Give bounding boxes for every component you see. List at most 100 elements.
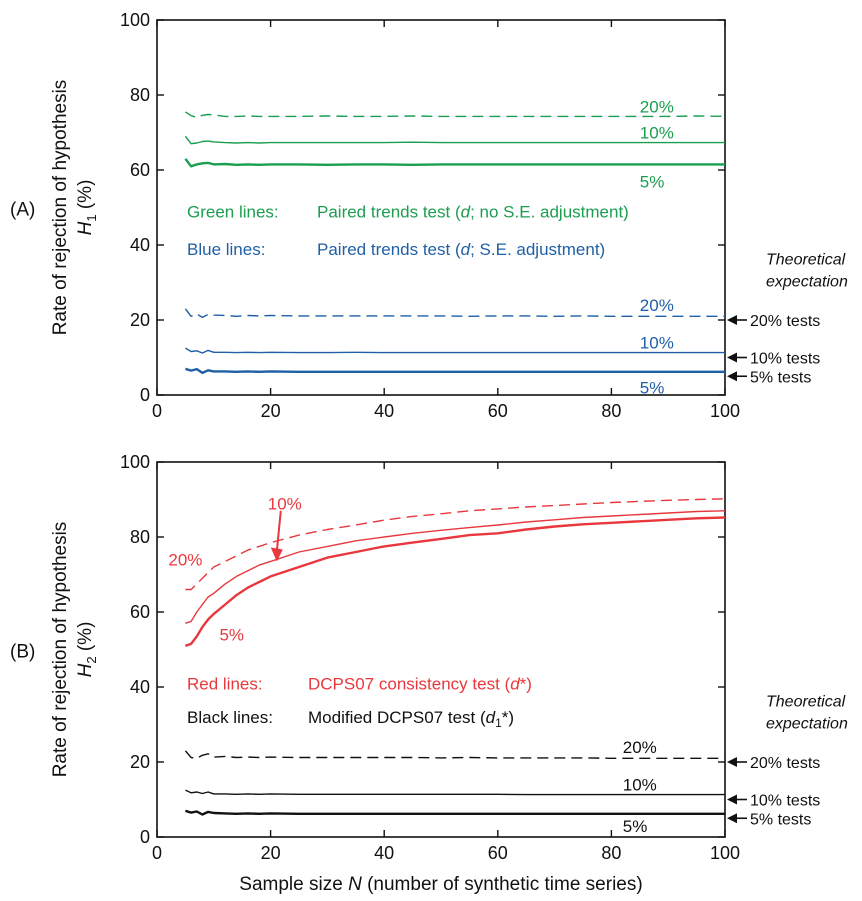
- y-tick-label: 40: [130, 677, 150, 697]
- x-tick-label: 80: [601, 401, 621, 421]
- x-tick-label: 60: [488, 843, 508, 863]
- y-axis-label-symbol: H1 (%): [75, 180, 99, 236]
- theory-label: 10% tests: [750, 351, 820, 368]
- series-line-3: [185, 516, 726, 647]
- x-axis-label-tail: (number of synthetic time series): [362, 874, 643, 895]
- x-axis-label-text: Sample size: [239, 874, 348, 895]
- y-tick-label: 0: [140, 385, 150, 405]
- x-tick-label: 40: [374, 401, 394, 421]
- y-tick-label: 100: [120, 452, 150, 472]
- series-line-3: [184, 158, 725, 168]
- annotation-arrow-shaft: [275, 510, 282, 552]
- x-tick-label: 20: [261, 843, 281, 863]
- theory-arrow-head: [727, 794, 737, 805]
- legend-desc-tail: *): [520, 674, 532, 693]
- x-tick-label: 100: [710, 843, 740, 863]
- y-axis-label-unit: (%): [75, 622, 96, 657]
- y-tick-label: 100: [120, 10, 150, 30]
- panel-label: (A): [10, 200, 35, 221]
- line-label: 10%: [268, 494, 302, 513]
- series-line-6: [185, 367, 725, 375]
- theory-arrow-head: [727, 757, 737, 767]
- y-tick-label: 0: [140, 827, 150, 847]
- annotation-arrow-head: [270, 547, 283, 562]
- series-line-1: [185, 111, 726, 119]
- y-tick-label: 60: [130, 160, 150, 180]
- line-label: 10%: [640, 124, 674, 143]
- y-axis-label: Rate of rejection of hypothesis: [50, 80, 71, 336]
- legend-desc-var: d: [461, 202, 471, 221]
- plot-frame: [156, 19, 726, 396]
- y-tick-label: 80: [130, 527, 150, 547]
- line-label: 20%: [623, 738, 657, 757]
- theory-label: 20% tests: [750, 755, 820, 772]
- y-tick-label: 40: [130, 235, 150, 255]
- series-line-5: [185, 789, 725, 796]
- line-label: 20%: [168, 551, 202, 570]
- legend-desc-text: Paired trends test (: [317, 202, 461, 221]
- series-line-4: [184, 750, 725, 759]
- legend-description: DCPS07 consistency test (d*): [308, 674, 532, 693]
- legend-name: Blue lines:: [187, 240, 265, 259]
- theory-label: 10% tests: [750, 793, 820, 810]
- chart-panel-b: 0 20 40 60 80 100 0 20 40 60 80 100 Rate of rejectio…: [10, 452, 848, 895]
- x-tick-label: 100: [710, 401, 740, 421]
- legend-description: Paired trends test (d; S.E. adjustment): [317, 240, 605, 259]
- line-label: 5%: [640, 379, 665, 398]
- y-axis-label-var: H: [75, 221, 96, 235]
- line-label: 20%: [640, 97, 674, 116]
- x-tick-label: 0: [152, 843, 162, 863]
- x-axis-label-var: N: [348, 874, 362, 895]
- series-line-1: [185, 498, 726, 591]
- x-tick-label: 40: [374, 843, 394, 863]
- plot-frame: [156, 461, 726, 838]
- y-axis-label-symbol: H2 (%): [75, 622, 99, 678]
- y-axis-label-sub: 2: [84, 656, 99, 663]
- theory-title-1: Theoretical: [766, 694, 846, 711]
- legend-name: Black lines:: [187, 708, 273, 727]
- theory-title-2: expectation: [766, 716, 848, 733]
- legend-desc-tail: ; no S.E. adjustment): [470, 202, 629, 221]
- line-label: 5%: [640, 172, 665, 191]
- line-label: 10%: [640, 334, 674, 353]
- y-axis-label-sub: 1: [84, 214, 99, 221]
- line-label: 10%: [623, 776, 657, 795]
- series-line-6: [185, 809, 725, 816]
- legend-description: Modified DCPS07 test (d1*): [308, 708, 514, 730]
- y-tick-label: 20: [130, 310, 150, 330]
- series-line-2: [185, 510, 726, 624]
- theory-title-1: Theoretical: [766, 252, 846, 269]
- chart-panel-a: 0 20 40 60 80 100 0 20 40 60 80 100 Rate of rejectio…: [10, 10, 848, 421]
- legend-desc-tail: *): [502, 708, 514, 727]
- legend-desc-text: Modified DCPS07 test (: [308, 708, 486, 727]
- theory-label: 5% tests: [750, 811, 811, 828]
- y-axis-label-var: H: [75, 663, 96, 677]
- legend-name: Green lines:: [187, 202, 279, 221]
- legend-desc-tail: ; S.E. adjustment): [470, 240, 605, 259]
- line-label: 5%: [623, 817, 648, 836]
- legend-description: Paired trends test (d; no S.E. adjustmen…: [317, 202, 629, 221]
- y-tick-label: 80: [130, 85, 150, 105]
- x-tick-label: 0: [152, 401, 162, 421]
- legend-desc-var: d: [461, 240, 471, 259]
- x-tick-label: 80: [601, 843, 621, 863]
- x-tick-label: 20: [261, 401, 281, 421]
- theory-arrow-head: [727, 315, 737, 325]
- y-tick-label: 20: [130, 752, 150, 772]
- legend-desc-var: d: [486, 708, 496, 727]
- panel-label: (B): [10, 642, 35, 663]
- legend-desc-sub: 1: [495, 716, 502, 730]
- theory-title-2: expectation: [766, 274, 848, 291]
- theory-arrow-head: [727, 371, 737, 382]
- legend-desc-text: DCPS07 consistency test (: [308, 674, 511, 693]
- theory-label: 20% tests: [750, 313, 820, 330]
- series-line-4: [184, 308, 725, 319]
- y-tick-label: 60: [130, 602, 150, 622]
- legend-desc-var: d: [510, 674, 520, 693]
- y-axis-label: Rate of rejection of hypothesis: [50, 522, 71, 778]
- series-line-5: [185, 347, 725, 354]
- line-label: 20%: [640, 296, 674, 315]
- series-line-2: [184, 135, 725, 145]
- x-axis-label: Sample size N (number of synthetic time …: [239, 874, 642, 895]
